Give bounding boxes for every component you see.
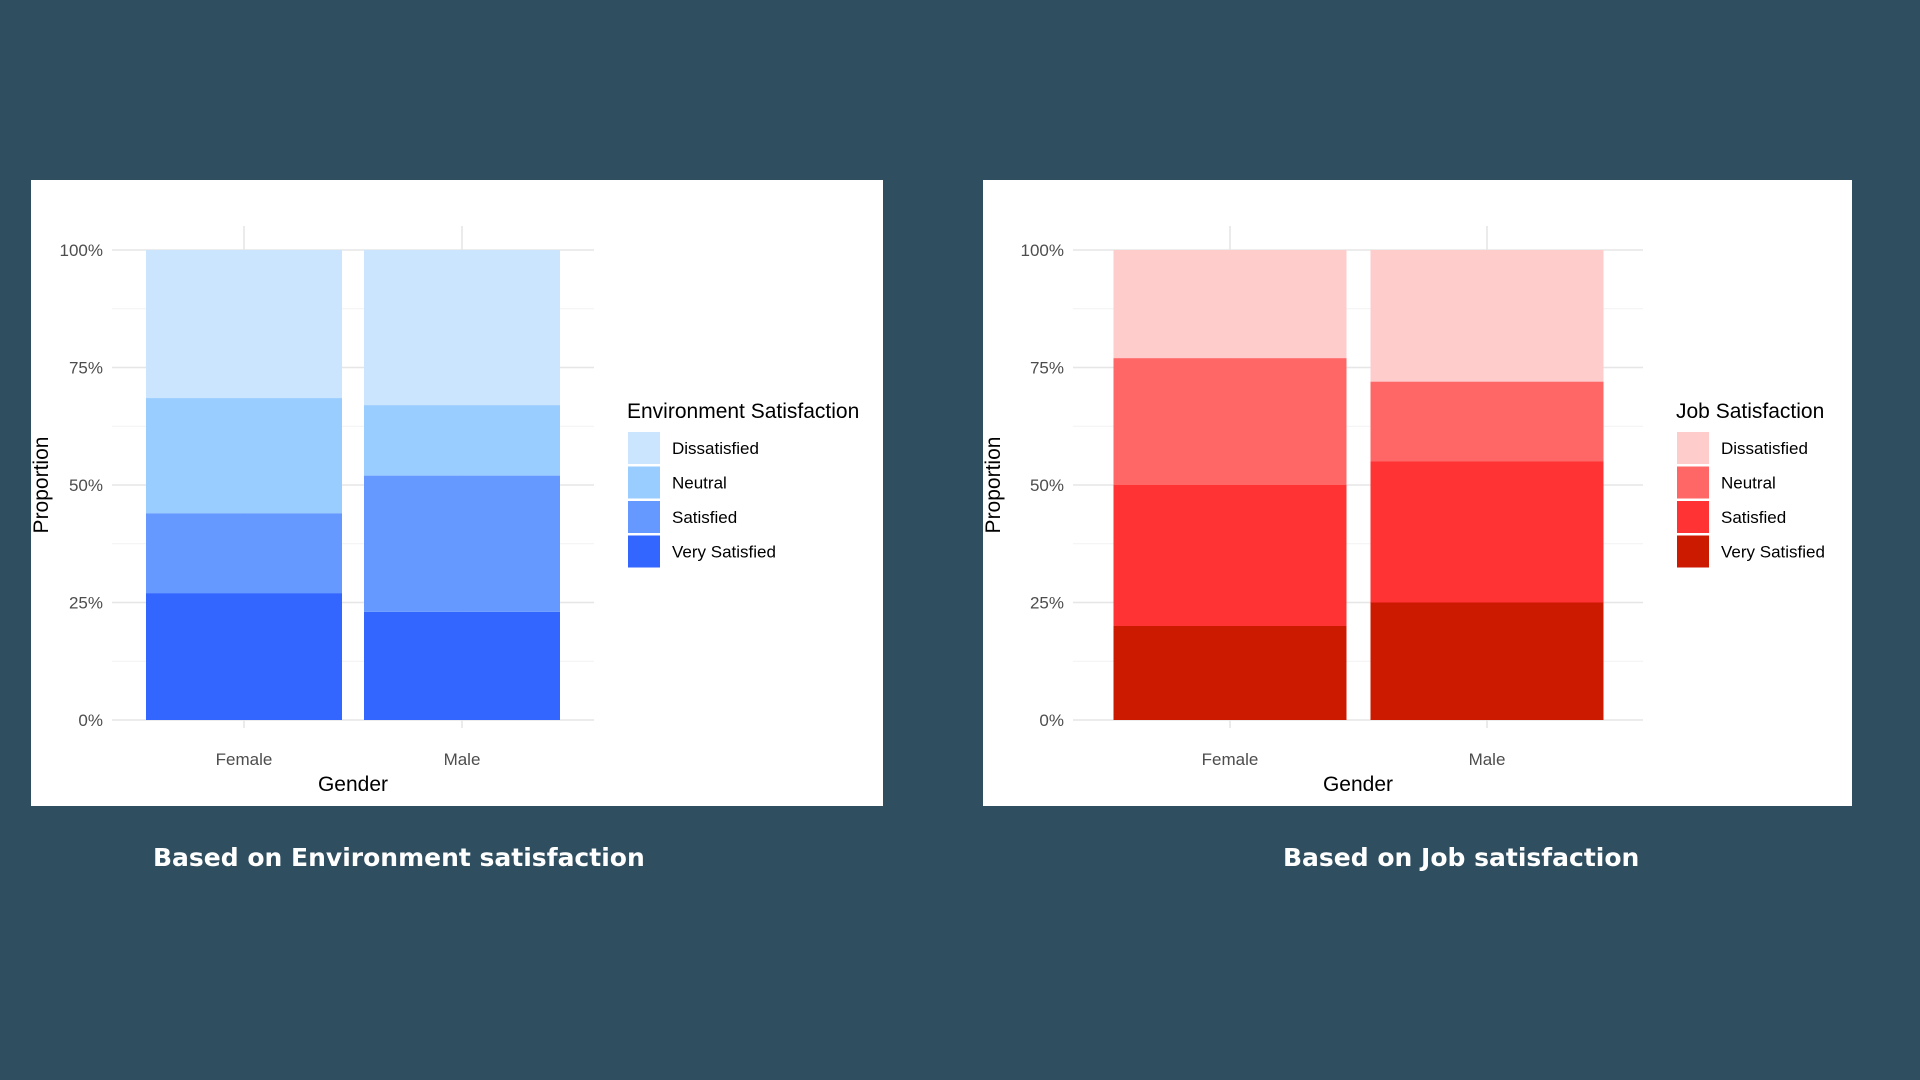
y-tick-label: 25% bbox=[1030, 594, 1064, 613]
legend-label: Dissatisfied bbox=[672, 439, 759, 458]
legend-label: Neutral bbox=[1721, 474, 1776, 493]
y-tick-label: 100% bbox=[60, 241, 103, 260]
bar-segment-male-dissatisfied bbox=[1370, 250, 1604, 382]
y-tick-label: 50% bbox=[1030, 476, 1064, 495]
x-axis: Female Male bbox=[1202, 750, 1506, 769]
legend: Environment Satisfaction Dissatisfied Neut… bbox=[627, 400, 859, 568]
y-axis-title: Proportion bbox=[983, 437, 1005, 534]
bar-segment-female-very-satisfied bbox=[1113, 626, 1347, 720]
legend-label: Very Satisfied bbox=[672, 543, 776, 562]
legend-title: Environment Satisfaction bbox=[627, 400, 859, 423]
x-axis: Female Male bbox=[216, 750, 481, 769]
legend-label: Dissatisfied bbox=[1721, 439, 1808, 458]
bar-segment-female-neutral bbox=[1113, 358, 1347, 485]
x-axis-title: Gender bbox=[318, 773, 388, 796]
legend-swatch-very-satisfied bbox=[628, 535, 660, 568]
bar-segment-male-very-satisfied bbox=[1370, 602, 1604, 720]
legend-swatch-satisfied bbox=[628, 501, 660, 533]
environment-satisfaction-chart: 0% 25% 50% 75% 100% Female Male Gender Proportio… bbox=[31, 226, 859, 796]
x-axis-title: Gender bbox=[1323, 773, 1393, 796]
legend-title: Job Satisfaction bbox=[1676, 400, 1824, 423]
y-tick-label: 25% bbox=[69, 594, 103, 613]
bar-segment-male-very-satisfied bbox=[364, 611, 560, 720]
x-tick-label: Male bbox=[1469, 750, 1506, 769]
bar-segment-female-dissatisfied bbox=[146, 250, 342, 399]
x-tick-label: Female bbox=[216, 750, 273, 769]
y-tick-label: 75% bbox=[1030, 359, 1064, 378]
legend-swatch-neutral bbox=[628, 466, 660, 499]
bar-segment-male-neutral bbox=[1370, 381, 1604, 462]
y-tick-label: 75% bbox=[69, 359, 103, 378]
bars bbox=[146, 250, 560, 720]
legend-label: Satisfied bbox=[672, 508, 737, 527]
legend-label: Neutral bbox=[672, 474, 727, 493]
bar-segment-female-very-satisfied bbox=[146, 593, 342, 720]
legend-label: Satisfied bbox=[1721, 508, 1786, 527]
legend-swatch-neutral bbox=[1677, 466, 1709, 499]
legend-swatch-satisfied bbox=[1677, 501, 1709, 533]
bar-segment-male-neutral bbox=[364, 405, 560, 476]
environment-caption: Based on Environment satisfaction bbox=[153, 843, 645, 872]
legend-swatch-very-satisfied bbox=[1677, 535, 1709, 568]
bar-segment-female-satisfied bbox=[1113, 485, 1347, 626]
job-satisfaction-chart: 0% 25% 50% 75% 100% Female Male Gender Proportio… bbox=[983, 226, 1825, 796]
y-tick-label: 50% bbox=[69, 476, 103, 495]
bar-segment-female-dissatisfied bbox=[1113, 250, 1347, 359]
x-tick-label: Male bbox=[444, 750, 481, 769]
y-tick-label: 0% bbox=[1039, 711, 1064, 730]
x-tick-label: Female bbox=[1202, 750, 1259, 769]
legend-swatch-dissatisfied bbox=[1677, 432, 1709, 464]
legend-swatch-dissatisfied bbox=[628, 432, 660, 464]
y-axis: 0% 25% 50% 75% 100% bbox=[60, 241, 103, 730]
bars bbox=[1113, 250, 1604, 720]
environment-chart-panel: 0% 25% 50% 75% 100% Female Male Gender Proportio… bbox=[31, 180, 883, 806]
bar-segment-male-satisfied bbox=[1370, 461, 1604, 603]
y-tick-label: 100% bbox=[1021, 241, 1064, 260]
legend-label: Very Satisfied bbox=[1721, 543, 1825, 562]
job-caption: Based on Job satisfaction bbox=[1283, 843, 1640, 872]
y-tick-label: 0% bbox=[78, 711, 103, 730]
bar-segment-male-dissatisfied bbox=[364, 250, 560, 406]
y-axis: 0% 25% 50% 75% 100% bbox=[1021, 241, 1064, 730]
bar-segment-female-neutral bbox=[146, 398, 342, 514]
bar-segment-male-satisfied bbox=[364, 475, 560, 612]
y-axis-title: Proportion bbox=[31, 437, 53, 534]
bar-segment-female-satisfied bbox=[146, 513, 342, 594]
legend: Job Satisfaction Dissatisfied Neutral Satis… bbox=[1676, 400, 1825, 568]
job-chart-panel: 0% 25% 50% 75% 100% Female Male Gender Proportio… bbox=[983, 180, 1852, 806]
